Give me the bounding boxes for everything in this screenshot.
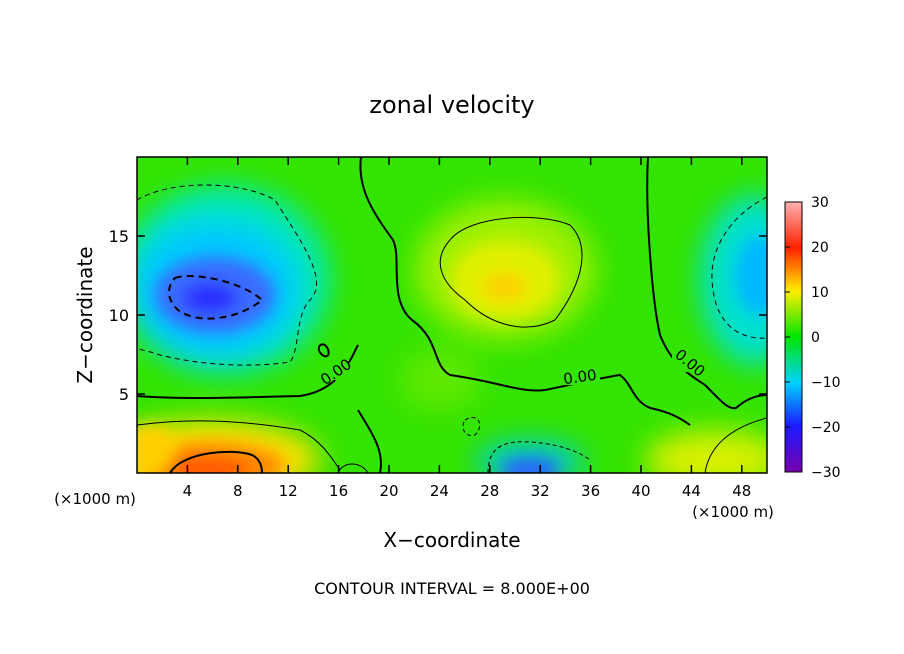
y-tick-label: 5 bbox=[119, 385, 129, 404]
y-tick-label: 15 bbox=[109, 227, 129, 246]
x-unit-left: (×1000 m) bbox=[54, 490, 136, 508]
x-tick-label: 20 bbox=[379, 482, 398, 500]
x-tick-label: 12 bbox=[279, 482, 298, 500]
x-tick-label: 48 bbox=[732, 482, 751, 500]
colorbar-tick-label: −10 bbox=[811, 375, 841, 391]
x-tick-label: 8 bbox=[233, 482, 243, 500]
colorbar-tick-label: −20 bbox=[811, 420, 841, 436]
colorbar-tick-label: −30 bbox=[811, 465, 841, 481]
x-unit-right: (×1000 m) bbox=[692, 503, 774, 521]
x-axis-label: X−coordinate bbox=[383, 528, 520, 552]
x-axis: 4 8 12 16 20 24 28 32 36 40 44 48 bbox=[183, 157, 751, 500]
x-tick-label: 32 bbox=[531, 482, 550, 500]
y-axis: 5 10 15 bbox=[109, 227, 767, 404]
x-tick-label: 24 bbox=[430, 482, 449, 500]
x-tick-label: 36 bbox=[581, 482, 600, 500]
contour-interval: CONTOUR INTERVAL = 8.000E+00 bbox=[314, 579, 590, 598]
colorbar-tick-label: 10 bbox=[811, 285, 829, 301]
y-axis-label: Z−coordinate bbox=[73, 246, 97, 383]
x-tick-label: 4 bbox=[183, 482, 193, 500]
chart-title: zonal velocity bbox=[369, 91, 534, 119]
x-tick-label: 16 bbox=[329, 482, 348, 500]
colorbar-tick-label: 0 bbox=[811, 330, 820, 346]
x-tick-label: 28 bbox=[480, 482, 499, 500]
colorbar-ticks: 30 20 10 0 −10 −20 −30 bbox=[785, 195, 841, 481]
y-tick-label: 10 bbox=[109, 306, 129, 325]
colorbar-tick-label: 30 bbox=[811, 195, 829, 211]
x-tick-label: 44 bbox=[682, 482, 701, 500]
contour-label: 0.00 bbox=[562, 366, 598, 388]
colorbar-tick-label: 20 bbox=[811, 240, 829, 256]
x-tick-label: 40 bbox=[631, 482, 650, 500]
heatmap-field: 0.00 0.00 0.00 bbox=[137, 157, 767, 473]
